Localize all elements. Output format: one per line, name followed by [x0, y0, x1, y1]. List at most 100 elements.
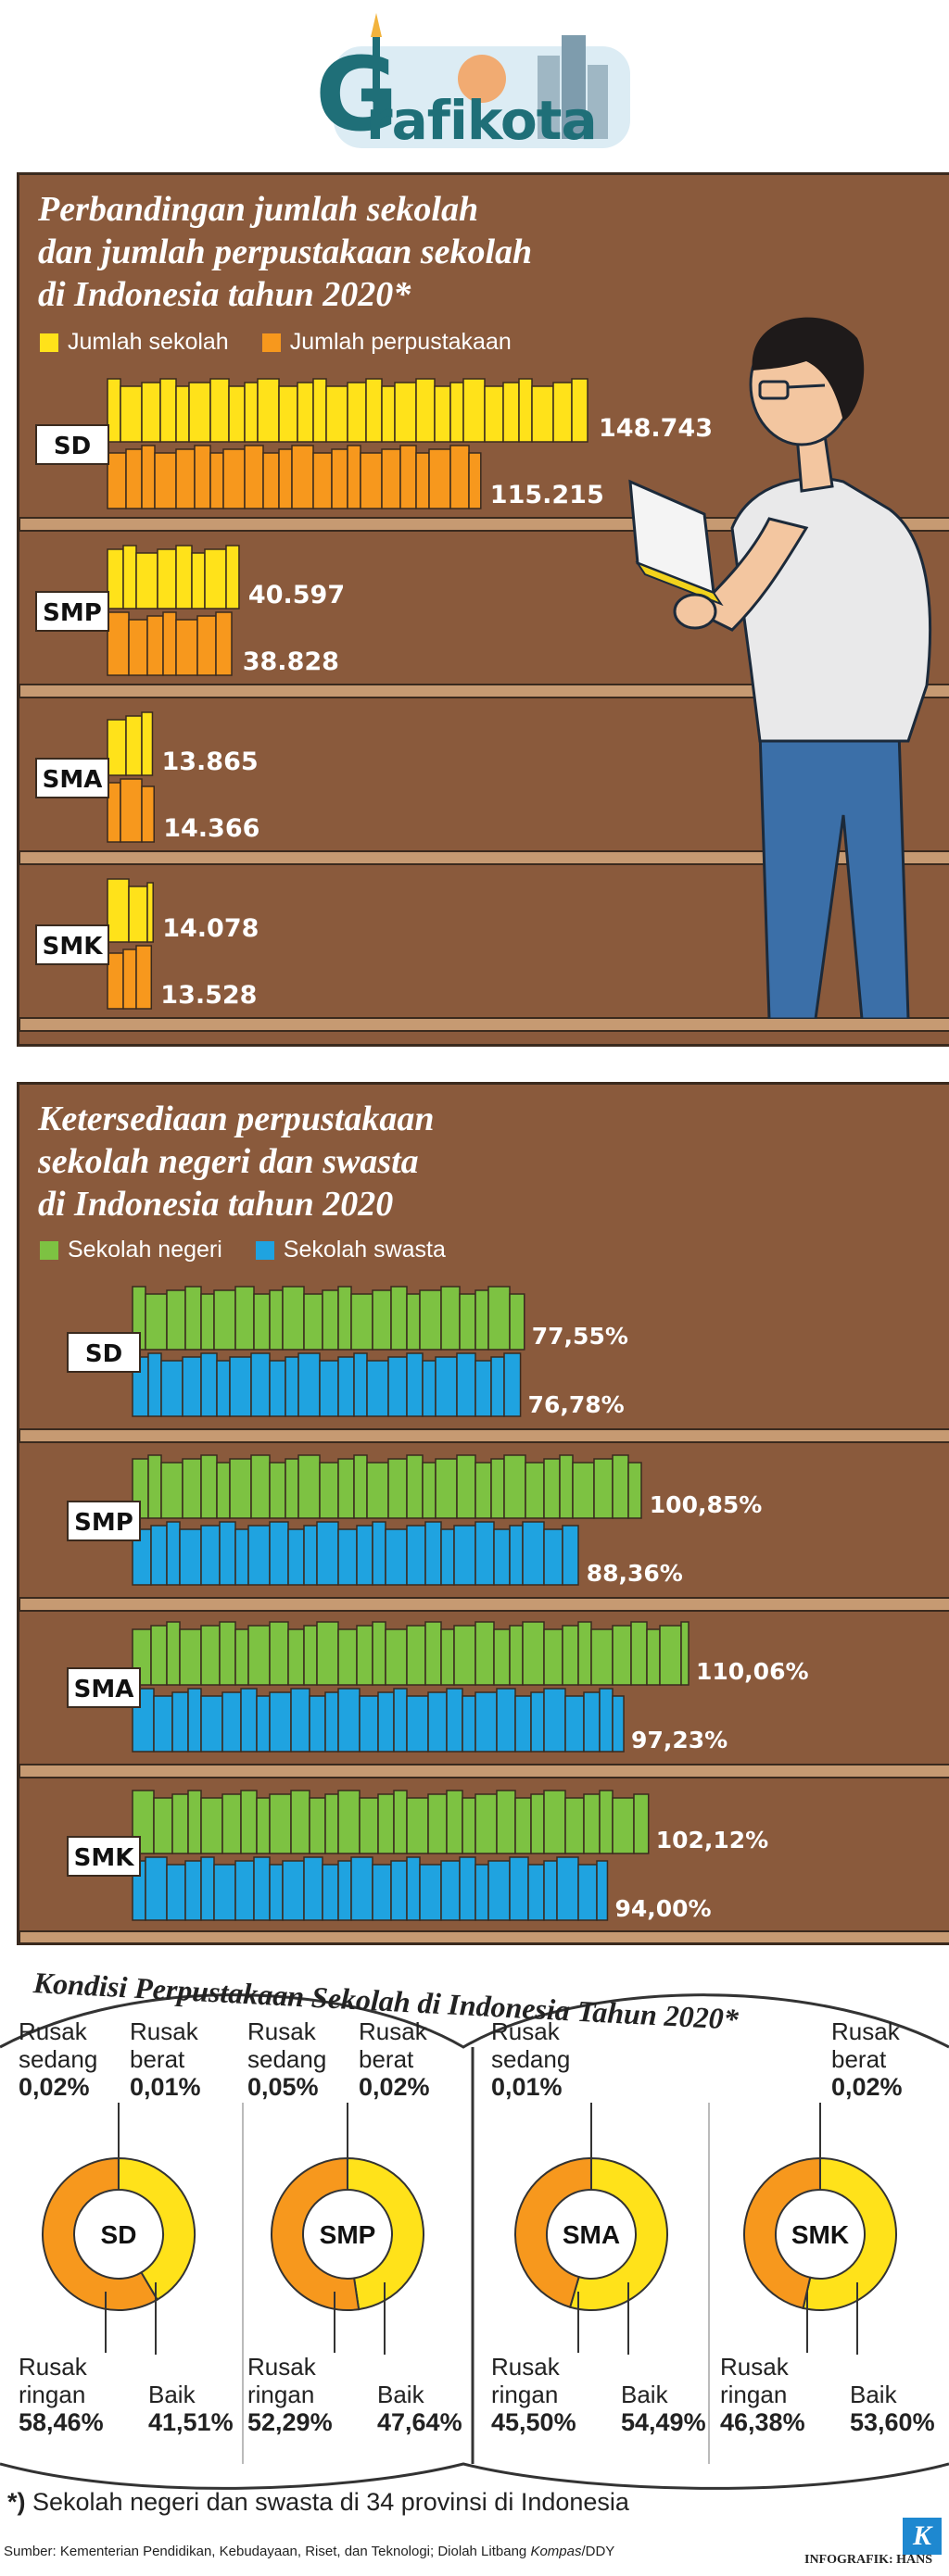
- value-label-swasta-smk: 94,00%: [614, 1895, 711, 1922]
- source-note: Sumber: Kementerian Pendidikan, Kebudaya…: [4, 2544, 614, 2559]
- label-baik: Baik 47,64%: [377, 2381, 462, 2436]
- panel-library-availability: 77,55% 76,78% SD 100,85% 88,36% SMP 110,06% 97,…: [17, 1082, 949, 1945]
- source-italic: Kompas: [530, 2544, 582, 2559]
- value-label-swasta-sma: 97,23%: [631, 1727, 728, 1753]
- chart-school-library-count: 148.743 115.215 SD 40.597 38.828 SMP 13.865 14.…: [19, 378, 949, 1032]
- chart-library-availability: 77,55% 76,78% SD 100,85% 88,36% SMP 110,06% 97,…: [19, 1286, 949, 1942]
- value-label-swasta-smp: 88,36%: [587, 1560, 683, 1587]
- bar-jumlah-perpustakaan-sd: [107, 445, 482, 509]
- wooden-shelf: [19, 684, 949, 698]
- category-label-smk: SMK: [35, 924, 109, 965]
- value-label-sekolah-smk: 14.078: [162, 914, 259, 943]
- label-rusak-ringan-text: Rusak: [19, 2353, 87, 2381]
- person-reading-illustration: [628, 317, 932, 1019]
- label-rusak-berat-text: Rusak: [359, 2017, 427, 2045]
- label-rusak-sedang: Rusak sedang 0,02%: [19, 2017, 97, 2101]
- label-rusak-ringan-text: Rusak: [491, 2353, 560, 2381]
- source-suffix: /DDY: [581, 2544, 615, 2559]
- donut-center-label: SMK: [791, 2220, 849, 2249]
- label-baik-value: 47,64%: [377, 2408, 462, 2436]
- value-label-negeri-smp: 100,85%: [650, 1491, 763, 1518]
- label-rusak-berat-value: 0,02%: [359, 2073, 430, 2101]
- label-rusak-berat-text: berat: [831, 2045, 887, 2073]
- label-rusak-sedang-text: Rusak: [247, 2017, 316, 2045]
- donut-slice-baik-sma: [568, 2156, 668, 2311]
- panel2-title-line: sekolah negeri dan swasta: [38, 1142, 419, 1181]
- label-rusak-berat-text: Rusak: [130, 2017, 198, 2045]
- legend-swatch: [40, 333, 58, 352]
- category-label-text: SD: [85, 1340, 122, 1368]
- bar-sekolah-negeri-smk: [132, 1790, 650, 1854]
- value-label-perpustakaan-sma: 14.366: [163, 814, 259, 843]
- category-label-sd: SD: [67, 1332, 141, 1373]
- panel1-title-line: Perbandingan jumlah sekolah: [38, 190, 479, 229]
- kompas-k-logo: K: [903, 2518, 942, 2555]
- donut-slice-ringan-sma: [514, 2156, 592, 2308]
- panel1-title-line: dan jumlah perpustakaan sekolah: [38, 232, 533, 271]
- panel2-title-line: Ketersediaan perpustakaan: [38, 1100, 435, 1138]
- label-rusak-ringan-text: ringan: [247, 2381, 315, 2408]
- legend-label: Jumlah perpustakaan: [289, 329, 512, 355]
- category-label-smp: SMP: [35, 591, 109, 632]
- category-label-text: SD: [54, 433, 91, 460]
- footnote: *) Sekolah negeri dan swasta di 34 provi…: [7, 2488, 629, 2517]
- label-baik-value: 53,60%: [850, 2408, 935, 2436]
- source-prefix: Sumber: Kementerian Pendidikan, Kebudaya…: [4, 2544, 531, 2559]
- value-label-sekolah-sma: 13.865: [161, 748, 258, 776]
- legend-item-libraries: Jumlah perpustakaan: [261, 329, 512, 356]
- label-rusak-berat: Rusak berat 0,01%: [130, 2017, 201, 2101]
- footnote-mark: *): [7, 2488, 26, 2516]
- wooden-shelf: [19, 1597, 949, 1612]
- label-rusak-ringan-value: 52,29%: [247, 2408, 333, 2436]
- donut-center-label: SMA: [563, 2220, 620, 2249]
- bar-sekolah-negeri-sma: [132, 1621, 690, 1686]
- bar-jumlah-perpustakaan-sma: [107, 778, 155, 843]
- bar-jumlah-perpustakaan-smp: [107, 611, 233, 676]
- legend-item-swasta: Sekolah swasta: [255, 1237, 446, 1263]
- label-rusak-ringan: Rusak ringan 52,29%: [247, 2353, 333, 2436]
- bar-sekolah-swasta-smp: [132, 1521, 579, 1586]
- category-label-smk: SMK: [67, 1836, 141, 1877]
- category-label-sma: SMA: [67, 1667, 141, 1708]
- label-rusak-berat-value: 0,02%: [831, 2073, 903, 2101]
- panel2-title-line: di Indonesia tahun 2020: [38, 1185, 394, 1224]
- panel1-title-line: di Indonesia tahun 2020*: [38, 275, 411, 314]
- label-baik-value: 54,49%: [621, 2408, 706, 2436]
- label-baik-text: Baik: [850, 2381, 897, 2408]
- category-label-text: SMP: [43, 599, 102, 627]
- label-rusak-berat-text: berat: [130, 2045, 185, 2073]
- label-rusak-sedang-text: Rusak: [19, 2017, 87, 2045]
- label-baik-value: 41,51%: [148, 2408, 234, 2436]
- wooden-shelf: [19, 1017, 949, 1032]
- label-rusak-ringan-value: 45,50%: [491, 2408, 576, 2436]
- donut-center-label: SD: [101, 2220, 137, 2249]
- label-rusak-ringan-text: ringan: [491, 2381, 559, 2408]
- value-label-perpustakaan-smp: 38.828: [243, 647, 339, 676]
- label-rusak-ringan: Rusak ringan 45,50%: [491, 2353, 576, 2436]
- logo-g: G: [315, 35, 399, 154]
- value-label-negeri-smk: 102,12%: [656, 1827, 769, 1853]
- bar-jumlah-perpustakaan-smk: [107, 945, 153, 1010]
- label-rusak-ringan-text: ringan: [720, 2381, 788, 2408]
- legend-item-negeri: Sekolah negeri: [40, 1237, 222, 1263]
- label-rusak-ringan: Rusak ringan 46,38%: [720, 2353, 805, 2436]
- bar-sekolah-negeri-smp: [132, 1454, 642, 1519]
- category-label-sma: SMA: [35, 758, 109, 798]
- category-label-text: SMK: [74, 1844, 135, 1872]
- bar-jumlah-sekolah-sma: [107, 711, 154, 776]
- value-label-perpustakaan-sd: 115.215: [490, 481, 604, 509]
- logo-text: rafikota: [366, 89, 598, 152]
- label-rusak-berat: Rusak berat 0,02%: [359, 2017, 430, 2101]
- logo-skyline-icon: [334, 13, 630, 148]
- panel1-title: Perbandingan jumlah sekolah dan jumlah p…: [38, 188, 532, 316]
- wooden-shelf: [19, 1764, 949, 1778]
- label-rusak-ringan-value: 58,46%: [19, 2408, 104, 2436]
- donut-slice-baik-sd: [118, 2156, 196, 2301]
- label-rusak-ringan-text: Rusak: [247, 2353, 316, 2381]
- label-rusak-ringan-text: Rusak: [720, 2353, 789, 2381]
- label-rusak-sedang: Rusak sedang 0,05%: [247, 2017, 326, 2101]
- legend-label: Jumlah sekolah: [68, 329, 229, 355]
- value-label-perpustakaan-smk: 13.528: [160, 981, 257, 1010]
- category-label-sd: SD: [35, 424, 109, 465]
- value-label-negeri-sd: 77,55%: [532, 1323, 628, 1350]
